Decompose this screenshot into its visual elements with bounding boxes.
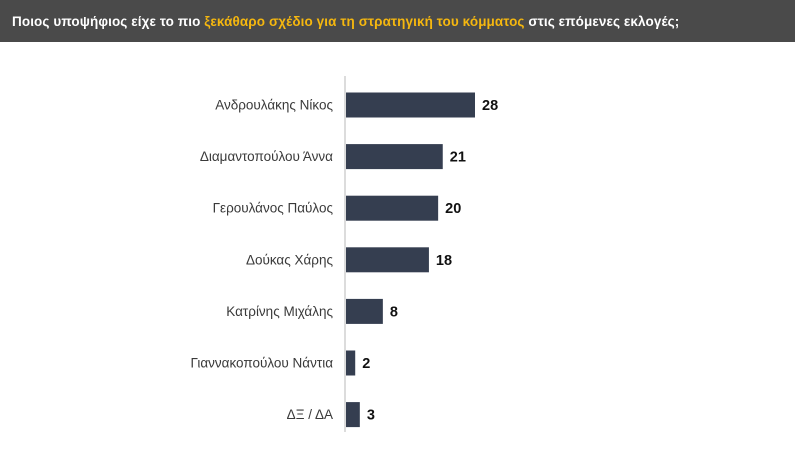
category-label: Γερουλάνος Παύλος	[213, 201, 334, 216]
bar-value-label: 28	[482, 98, 498, 114]
bar-value-label: 21	[450, 150, 466, 166]
chart-title: Ποιος υποψήφιος είχε το πιο ξεκάθαρο σχέ…	[12, 14, 679, 29]
category-label: Κατρίνης Μιχάλης	[226, 304, 333, 319]
category-label: Δούκας Χάρης	[246, 252, 334, 267]
bar-value-label: 20	[445, 201, 461, 217]
chart-title-highlight: ξεκάθαρο σχέδιο για τη στρατηγική του κό…	[204, 13, 525, 29]
category-label: Γιαννακοπούλου Νάντια	[190, 356, 333, 371]
chart-title-part2: στις επόμενες εκλογές;	[524, 13, 680, 29]
category-label: ΔΞ / ΔΑ	[287, 407, 333, 422]
chart-title-part1: Ποιος υποψήφιος είχε το πιο	[12, 13, 205, 29]
category-label: Διαμαντοπούλου Άννα	[200, 149, 333, 164]
bar-value-label: 8	[390, 304, 398, 320]
title-bar: Ποιος υποψήφιος είχε το πιο ξεκάθαρο σχέ…	[0, 0, 795, 42]
bar-value-label: 18	[436, 253, 452, 269]
bar	[346, 247, 429, 273]
bar	[346, 298, 383, 324]
bar	[346, 402, 360, 428]
bar	[346, 195, 439, 221]
bar-value-label: 3	[367, 408, 375, 424]
bar	[346, 350, 356, 376]
bar	[346, 144, 443, 170]
bar	[346, 92, 475, 118]
bar-value-label: 2	[362, 356, 370, 372]
category-label: Ανδρουλάκης Νίκος	[215, 98, 333, 113]
